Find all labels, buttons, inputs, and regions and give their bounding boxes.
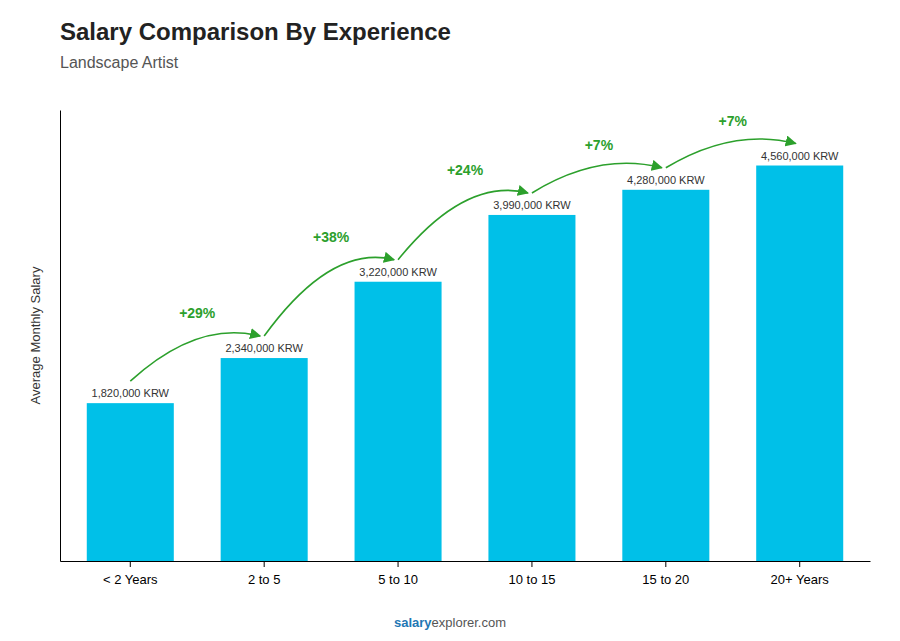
x-tick-label: 5 to 10 <box>378 572 418 587</box>
x-tick-label: 15 to 20 <box>642 572 689 587</box>
x-tick: 2 to 5 <box>248 561 281 587</box>
annotation: +29% <box>179 305 216 321</box>
chart: Salary Comparison By Experience Landscape… <box>0 0 900 641</box>
x-tick: 10 to 15 <box>508 561 555 587</box>
annotations: +29% +38% +24% +7% +7% <box>130 113 795 382</box>
annotation-arrow <box>264 257 394 336</box>
x-axis-line <box>61 561 871 562</box>
x-tick: 5 to 10 <box>378 561 418 587</box>
annotation-arrow <box>532 163 662 193</box>
x-tick-mark <box>665 561 666 567</box>
x-tick: < 2 Years <box>103 561 158 587</box>
bar <box>355 282 442 561</box>
x-tick-label: 2 to 5 <box>248 572 281 587</box>
annotation: +24% <box>447 162 484 178</box>
x-axis: < 2 Years 2 to 5 5 to 10 10 to 15 15 to 20 20… <box>61 561 871 587</box>
y-axis <box>60 111 61 562</box>
annotation-arrow <box>666 139 796 168</box>
x-tick-mark <box>799 561 800 567</box>
annotation: +38% <box>313 229 350 245</box>
annotation-arrow <box>398 190 528 259</box>
bar <box>622 190 709 561</box>
data-label: 4,280,000 KRW <box>627 174 705 186</box>
y-axis-line <box>60 111 61 562</box>
data-label: 2,340,000 KRW <box>225 342 303 354</box>
x-tick: 20+ Years <box>771 561 830 587</box>
x-tick-mark <box>264 561 265 567</box>
data-label: 1,820,000 KRW <box>92 387 170 399</box>
plot: < 2 Years 2 to 5 5 to 10 10 to 15 15 to 20 20… <box>61 111 871 588</box>
x-tick: 15 to 20 <box>642 561 689 587</box>
x-tick-label: 20+ Years <box>771 572 830 587</box>
bar <box>488 215 575 561</box>
annotation-arrow <box>130 333 260 381</box>
bars <box>87 166 843 561</box>
y-axis-title: Average Monthly Salary <box>28 266 43 404</box>
x-tick-mark <box>531 561 532 567</box>
annotation: +7% <box>585 137 614 153</box>
bar <box>87 403 174 561</box>
footer-part: explorer.com <box>432 615 506 630</box>
x-tick-label: 10 to 15 <box>508 572 555 587</box>
data-label: 3,990,000 KRW <box>493 199 571 211</box>
x-tick-mark <box>130 561 131 567</box>
data-label: 3,220,000 KRW <box>359 266 437 278</box>
subtitle: Landscape Artist <box>60 54 179 71</box>
bar <box>221 358 308 561</box>
x-tick-mark <box>398 561 399 567</box>
annotation: +7% <box>719 113 748 129</box>
title: Salary Comparison By Experience <box>60 18 451 45</box>
x-tick-label: < 2 Years <box>103 572 158 587</box>
data-label: 4,560,000 KRW <box>761 150 839 162</box>
footer: salaryexplorer.com <box>394 615 506 630</box>
bar <box>756 166 843 561</box>
footer-part: salary <box>394 615 432 630</box>
data-labels: 1,820,000 KRW 2,340,000 KRW 3,220,000 KRW 3… <box>92 150 839 400</box>
